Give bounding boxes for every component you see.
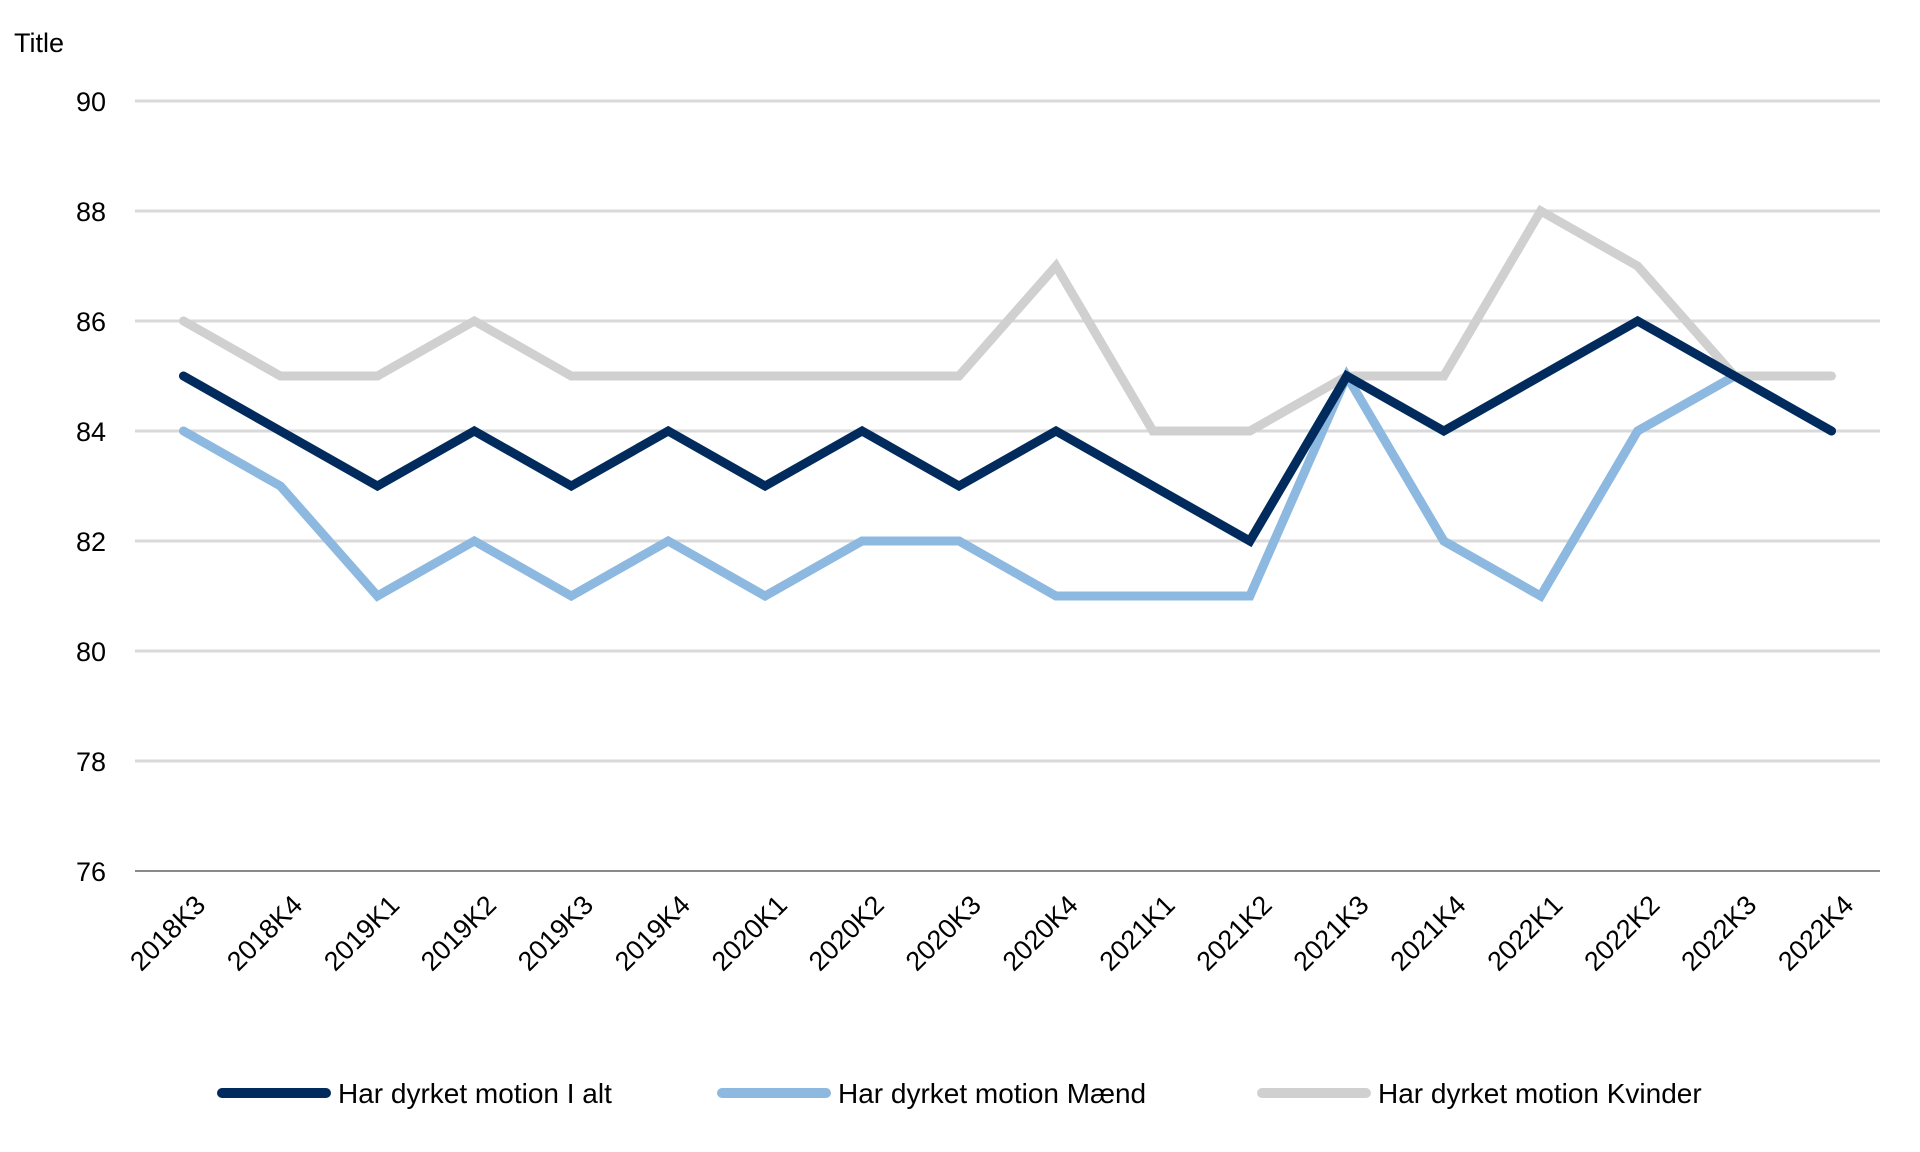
x-tick-label: 2020K2 xyxy=(803,890,890,977)
x-axis-ticks: 2018K3 2018K4 2019K1 2019K2 2019K3 2019K4 2020… xyxy=(124,890,1859,977)
y-tick-label: 90 xyxy=(76,87,106,117)
series-line-2 xyxy=(179,204,1836,436)
series-line-1 xyxy=(179,366,1836,603)
legend-label: Har dyrket motion I alt xyxy=(338,1078,612,1109)
y-tick-label: 80 xyxy=(76,637,106,667)
x-tick-label: 2019K3 xyxy=(512,890,599,977)
y-tick-label: 78 xyxy=(76,747,106,777)
x-tick-label: 2019K1 xyxy=(318,890,405,977)
y-tick-label: 84 xyxy=(76,417,106,447)
x-tick-label: 2021K3 xyxy=(1288,890,1375,977)
y-axis-ticks: 76 78 80 82 84 86 88 90 xyxy=(76,87,106,887)
x-tick-label: 2021K4 xyxy=(1385,890,1472,977)
x-tick-label: 2021K1 xyxy=(1094,890,1181,977)
x-tick-label: 2022K1 xyxy=(1481,890,1568,977)
y-tick-label: 86 xyxy=(76,307,106,337)
series-line-0 xyxy=(179,315,1836,548)
x-tick-label: 2020K1 xyxy=(706,890,793,977)
x-tick-label: 2022K3 xyxy=(1675,890,1762,977)
x-tick-label: 2020K4 xyxy=(997,890,1084,977)
y-tick-label: 88 xyxy=(76,197,106,227)
chart-title: Title xyxy=(14,28,64,58)
x-tick-label: 2019K2 xyxy=(415,890,502,977)
legend-label: Har dyrket motion Mænd xyxy=(838,1078,1146,1109)
x-tick-label: 2021K2 xyxy=(1191,890,1278,977)
x-tick-label: 2019K4 xyxy=(609,890,696,977)
legend-label: Har dyrket motion Kvinder xyxy=(1378,1078,1702,1109)
x-tick-label: 2022K2 xyxy=(1578,890,1665,977)
x-tick-label: 2018K3 xyxy=(124,890,211,977)
x-tick-label: 2022K4 xyxy=(1772,890,1859,977)
x-tick-label: 2020K3 xyxy=(900,890,987,977)
series-lines xyxy=(179,204,1836,603)
y-tick-label: 82 xyxy=(76,527,106,557)
grid-lines xyxy=(135,99,1880,872)
x-tick-label: 2018K4 xyxy=(221,890,308,977)
legend: Har dyrket motion I alt Har dyrket motion… xyxy=(217,1078,1702,1109)
y-tick-label: 76 xyxy=(76,857,106,887)
